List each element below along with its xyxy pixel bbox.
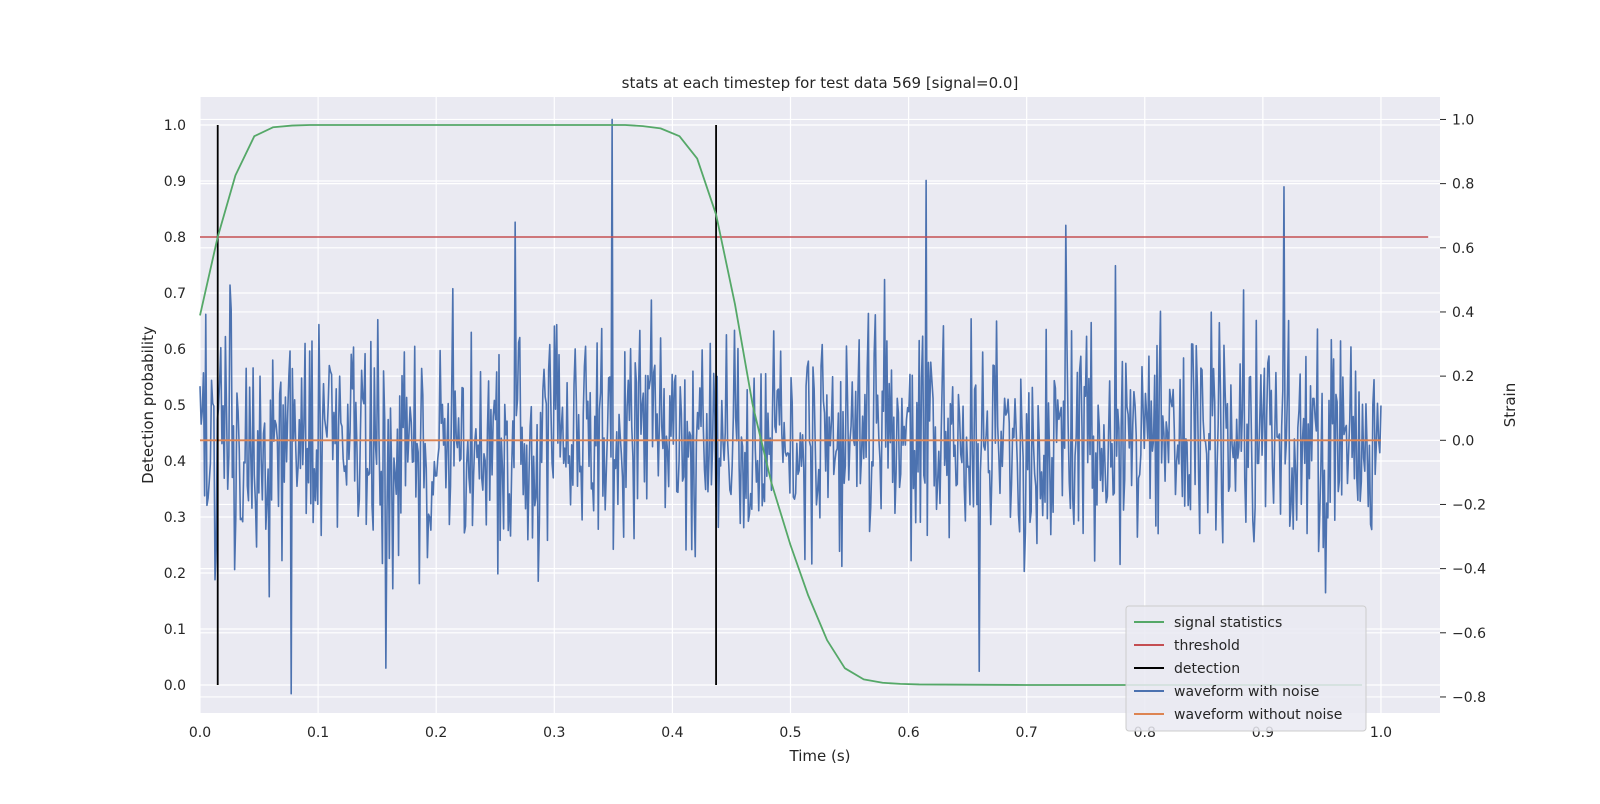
x-axis-label: Time (s) — [789, 747, 851, 765]
x-axis: 0.0 0.1 0.2 0.3 0.4 0.5 0.6 0.7 0.8 0.9 1.0 — [189, 725, 1392, 741]
y-right-tick-label: 0.0 — [1452, 433, 1474, 449]
y-tick-label: 0.9 — [164, 174, 186, 190]
y-tick-label: 0.8 — [164, 230, 186, 246]
y-right-tick-label: −0.2 — [1452, 497, 1486, 513]
y-axis-right-label: Strain — [1501, 383, 1519, 427]
y-tick-label: 0.1 — [164, 622, 186, 638]
y-right-tick-label: 0.8 — [1452, 177, 1474, 193]
y-axis-label: Detection probability — [139, 326, 157, 484]
x-tick-label: 0.5 — [779, 725, 801, 741]
series-layer — [199, 118, 1429, 695]
x-tick-label: 1.0 — [1370, 725, 1392, 741]
y-tick-label: 0.6 — [164, 342, 186, 358]
legend-box — [1125, 605, 1367, 732]
y-tick-label: 0.5 — [164, 398, 186, 414]
y-right-tick-label: 0.6 — [1452, 241, 1474, 257]
series-signal-statistics — [199, 124, 1363, 686]
legend-label: signal statistics — [1174, 615, 1282, 631]
x-tick-label: 0.6 — [897, 725, 919, 741]
y-tick-label: 0.0 — [164, 678, 186, 694]
legend: signal statistics threshold detection wavef… — [1125, 605, 1367, 732]
y-axis-left: 0.0 0.1 0.2 0.3 0.4 0.5 0.6 0.7 0.8 0.9 1.0 — [164, 118, 186, 694]
legend-label: detection — [1174, 661, 1240, 677]
x-tick-label: 0.0 — [189, 725, 211, 741]
y-right-tick-label: 1.0 — [1452, 112, 1474, 128]
x-tick-label: 0.1 — [307, 725, 329, 741]
y-tick-label: 1.0 — [164, 118, 186, 134]
series-waveform-with-noise — [199, 118, 1382, 695]
x-tick-label: 0.7 — [1016, 725, 1038, 741]
legend-label: threshold — [1174, 638, 1240, 654]
x-tick-label: 0.3 — [543, 725, 565, 741]
legend-label: waveform without noise — [1174, 707, 1342, 723]
y-right-tick-label: −0.8 — [1452, 690, 1486, 706]
y-tick-label: 0.7 — [164, 286, 186, 302]
y-right-tick-label: 0.2 — [1452, 369, 1474, 385]
y-right-tick-label: 0.4 — [1452, 305, 1474, 321]
y-right-tick-label: −0.6 — [1452, 626, 1486, 642]
y-tick-label: 0.3 — [164, 510, 186, 526]
y-right-tick-label: −0.4 — [1452, 562, 1486, 578]
x-tick-label: 0.2 — [425, 725, 447, 741]
y-tick-label: 0.4 — [164, 454, 186, 470]
x-tick-label: 0.4 — [661, 725, 683, 741]
chart-title: stats at each timestep for test data 569… — [622, 74, 1019, 92]
legend-label: waveform with noise — [1174, 684, 1319, 700]
y-axis-right: −0.8 −0.6 −0.4 −0.2 0.0 0.2 0.4 0.6 0.8 1.0 — [1440, 112, 1486, 706]
y-tick-label: 0.2 — [164, 566, 186, 582]
